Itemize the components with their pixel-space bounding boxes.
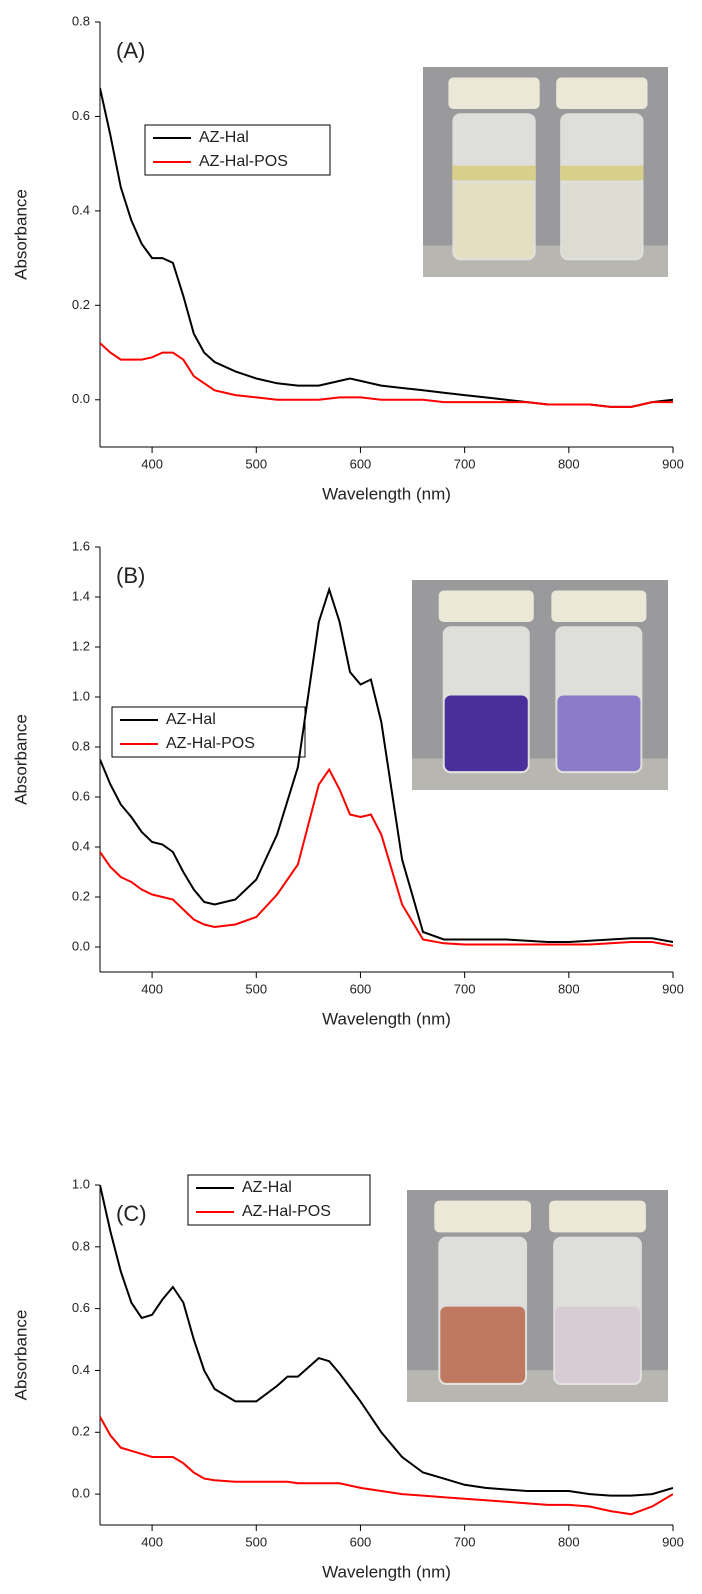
y-tick-label: 0.4 bbox=[72, 202, 90, 217]
y-tick-label: 0.4 bbox=[72, 1362, 90, 1377]
legend-label: AZ-Hal-POS bbox=[199, 153, 288, 170]
x-tick-label: 400 bbox=[141, 1534, 163, 1549]
series-line bbox=[100, 1185, 673, 1497]
legend-box bbox=[111, 706, 306, 758]
vial-band bbox=[452, 165, 536, 181]
panel-label: (C) bbox=[116, 1201, 147, 1226]
legend-label: AZ-Hal-POS bbox=[166, 735, 255, 752]
x-tick-label: 900 bbox=[662, 981, 684, 996]
series-line bbox=[100, 1416, 673, 1516]
vial-cap bbox=[549, 1200, 646, 1233]
x-tick-label: 800 bbox=[558, 981, 580, 996]
x-tick-label: 900 bbox=[662, 1534, 684, 1549]
y-tick-label: 0.2 bbox=[72, 1424, 90, 1439]
panel-label: (A) bbox=[116, 38, 145, 63]
vial-cap bbox=[551, 590, 647, 622]
y-tick-label: 1.0 bbox=[72, 688, 90, 703]
y-tick-label: 0.6 bbox=[72, 108, 90, 123]
x-tick-label: 600 bbox=[350, 981, 372, 996]
x-axis-title: Wavelength (nm) bbox=[322, 1562, 451, 1581]
y-tick-label: 0.6 bbox=[72, 788, 90, 803]
x-tick-label: 600 bbox=[350, 456, 372, 471]
y-tick-label: 1.6 bbox=[72, 538, 90, 553]
vial-liquid bbox=[562, 182, 642, 259]
y-axis-title: Absorbance bbox=[11, 714, 30, 805]
x-tick-label: 800 bbox=[558, 1534, 580, 1549]
x-tick-label: 700 bbox=[454, 456, 476, 471]
series-line bbox=[100, 586, 673, 943]
x-tick-label: 600 bbox=[350, 1534, 372, 1549]
panel-label: (B) bbox=[116, 563, 145, 588]
legend-label: AZ-Hal bbox=[199, 129, 249, 146]
x-tick-label: 500 bbox=[245, 1534, 267, 1549]
series-line bbox=[100, 767, 673, 947]
vial-cap bbox=[448, 77, 540, 109]
y-tick-label: 0.4 bbox=[72, 838, 90, 853]
x-axis-title: Wavelength (nm) bbox=[322, 484, 451, 503]
legend-box bbox=[144, 124, 331, 176]
vial-liquid bbox=[555, 1306, 640, 1383]
vial-liquid bbox=[440, 1306, 526, 1383]
y-tick-label: 1.4 bbox=[72, 588, 90, 603]
x-tick-label: 400 bbox=[141, 456, 163, 471]
x-tick-label: 500 bbox=[245, 456, 267, 471]
y-tick-label: 0.0 bbox=[72, 938, 90, 953]
y-tick-label: 1.0 bbox=[72, 1176, 90, 1191]
vial-cap bbox=[556, 77, 648, 109]
y-tick-label: 0.8 bbox=[72, 13, 90, 28]
legend-box bbox=[187, 1174, 371, 1226]
y-axis-title: Absorbance bbox=[11, 189, 30, 280]
y-tick-label: 0.6 bbox=[72, 1300, 90, 1315]
y-tick-label: 0.0 bbox=[72, 1486, 90, 1501]
x-tick-label: 700 bbox=[454, 981, 476, 996]
y-axis-title: Absorbance bbox=[11, 1310, 30, 1401]
vial-band bbox=[560, 165, 644, 181]
y-tick-label: 0.2 bbox=[72, 297, 90, 312]
series-line bbox=[100, 342, 673, 408]
x-tick-label: 500 bbox=[245, 981, 267, 996]
legend-label: AZ-Hal bbox=[242, 1179, 292, 1196]
vial-liquid bbox=[444, 695, 528, 772]
vial-cap bbox=[438, 590, 534, 622]
legend-label: AZ-Hal-POS bbox=[242, 1203, 331, 1220]
y-tick-label: 0.2 bbox=[72, 888, 90, 903]
x-tick-label: 400 bbox=[141, 981, 163, 996]
x-tick-label: 900 bbox=[662, 456, 684, 471]
y-tick-label: 0.0 bbox=[72, 391, 90, 406]
y-tick-label: 1.2 bbox=[72, 638, 90, 653]
x-tick-label: 700 bbox=[454, 1534, 476, 1549]
x-axis-title: Wavelength (nm) bbox=[322, 1009, 451, 1028]
y-tick-label: 0.8 bbox=[72, 1238, 90, 1253]
vial-liquid bbox=[454, 182, 534, 259]
y-tick-label: 0.8 bbox=[72, 738, 90, 753]
legend-label: AZ-Hal bbox=[166, 711, 216, 728]
x-tick-label: 800 bbox=[558, 456, 580, 471]
vial-cap bbox=[434, 1200, 532, 1233]
vial-liquid bbox=[557, 695, 641, 772]
